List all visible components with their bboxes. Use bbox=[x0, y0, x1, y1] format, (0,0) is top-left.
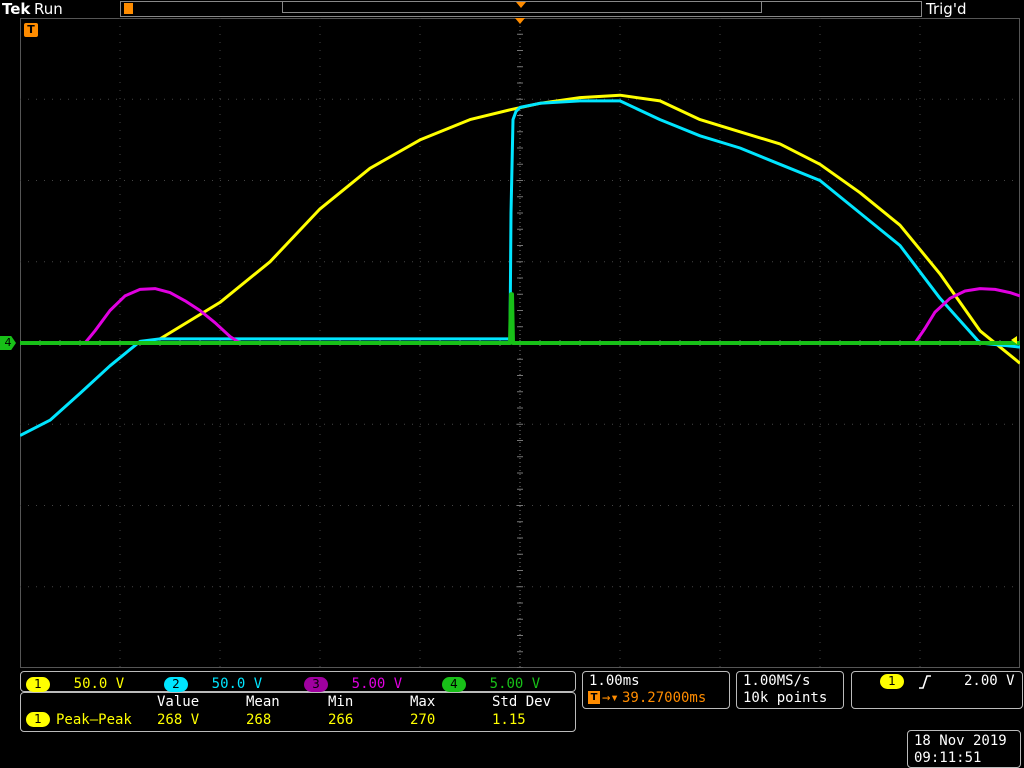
meas-min: 266 bbox=[328, 712, 354, 728]
trigger-source-badge: 1 bbox=[880, 674, 904, 689]
ch2-scale-value: 50.0 V bbox=[211, 676, 263, 692]
ch1-trace bbox=[159, 93, 1021, 365]
measurement-headers: Value Mean Min Max Std Dev bbox=[20, 694, 574, 710]
horizontal-panel[interactable] bbox=[582, 671, 730, 709]
delay-arrow-icon: →▾ bbox=[602, 690, 619, 706]
ch3-trace bbox=[20, 287, 1021, 345]
acquisition-panel[interactable] bbox=[736, 671, 844, 709]
ch1-scale-value: 50.0 V bbox=[73, 676, 125, 692]
header-min: Min bbox=[328, 694, 354, 710]
measurement-row[interactable]: 1 Peak–Peak 268 V 268 266 270 1.15 bbox=[20, 712, 574, 728]
trigger-status: Trig'd bbox=[926, 0, 967, 18]
ch4-scale-value: 5.00 V bbox=[489, 676, 541, 692]
waveform-plot bbox=[19, 17, 1021, 669]
meas-value: 268 V bbox=[157, 712, 200, 728]
ch2-scale[interactable]: 2 50.0 V bbox=[164, 673, 262, 692]
brand-logo: Tek bbox=[2, 0, 31, 18]
channel-scale-panel bbox=[20, 671, 576, 692]
ch4-scale[interactable]: 4 5.00 V bbox=[442, 673, 540, 692]
meas-mean: 268 bbox=[246, 712, 272, 728]
header-max: Max bbox=[410, 694, 436, 710]
ch4-ground-marker[interactable]: 4 bbox=[0, 336, 16, 350]
record-center-marker-icon bbox=[516, 2, 526, 8]
meas-max: 270 bbox=[410, 712, 436, 728]
time-center-marker-icon bbox=[515, 18, 525, 24]
timebase: 1.00ms bbox=[589, 673, 640, 689]
record-view-window[interactable] bbox=[282, 1, 762, 13]
trigger-panel[interactable] bbox=[851, 671, 1023, 709]
ch1-badge: 1 bbox=[26, 677, 50, 692]
waveform-traces bbox=[19, 93, 1021, 437]
header-value: Value bbox=[157, 694, 200, 710]
header-std-dev: Std Dev bbox=[492, 694, 552, 710]
sample-rate: 1.00MS/s bbox=[743, 673, 811, 689]
trigger-level-arrow-icon bbox=[1011, 336, 1017, 344]
meas-ch-badge: 1 bbox=[26, 712, 50, 727]
record-length: 10k points bbox=[743, 690, 828, 706]
record-trigger-marker-icon bbox=[124, 3, 133, 14]
measurement-panel[interactable] bbox=[20, 692, 576, 732]
date: 18 Nov 2019 bbox=[914, 733, 1007, 749]
trigger-position-marker[interactable]: T bbox=[24, 23, 38, 37]
waveform-display[interactable] bbox=[19, 17, 1021, 669]
ch3-scale[interactable]: 3 5.00 V bbox=[304, 673, 402, 692]
ch1-scale[interactable]: 1 50.0 V bbox=[26, 673, 124, 692]
ch4-trace bbox=[20, 292, 1020, 345]
ch2-trace bbox=[19, 99, 1021, 437]
acquisition-state: Run bbox=[34, 0, 63, 18]
meas-name: Peak–Peak bbox=[56, 712, 132, 728]
delay-value: 39.27000ms bbox=[622, 690, 707, 706]
header-mean: Mean bbox=[246, 694, 280, 710]
ch3-scale-value: 5.00 V bbox=[351, 676, 403, 692]
ch2-badge: 2 bbox=[164, 677, 188, 692]
meas-std-dev: 1.15 bbox=[492, 712, 526, 728]
rising-edge-icon bbox=[918, 674, 932, 693]
ch3-badge: 3 bbox=[304, 677, 328, 692]
top-status-bar: Tek Run Trig'd bbox=[0, 0, 1024, 18]
delay-trigger-icon: T bbox=[588, 691, 600, 704]
trigger-level: 2.00 V bbox=[964, 673, 1015, 689]
ch4-badge: 4 bbox=[442, 677, 466, 692]
time: 09:11:51 bbox=[914, 750, 982, 766]
